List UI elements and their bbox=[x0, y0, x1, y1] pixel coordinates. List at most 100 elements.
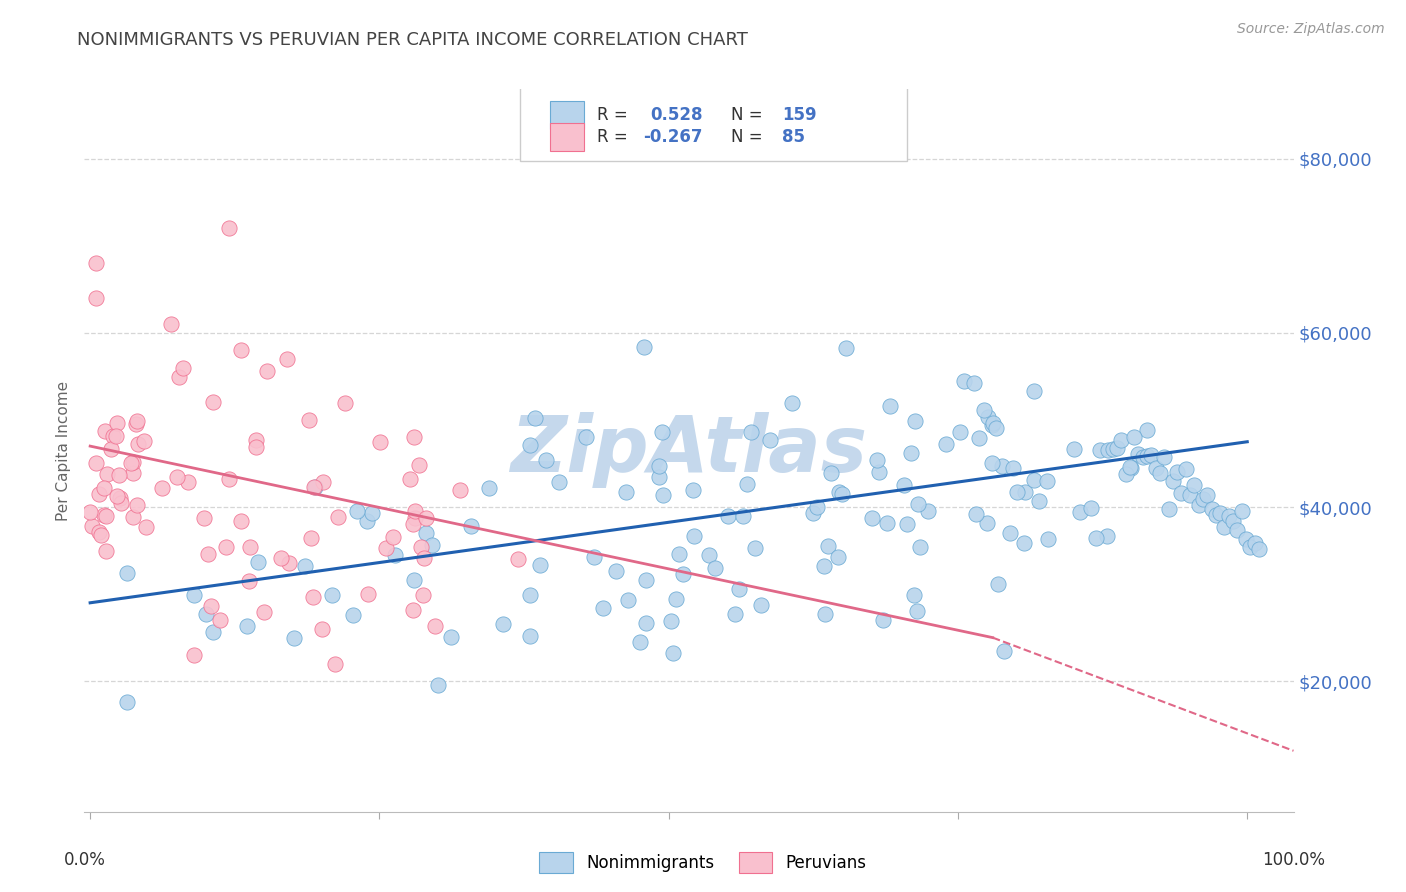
Point bbox=[84, 291, 107, 305]
Point bbox=[1153, 450, 1175, 464]
Point bbox=[423, 618, 446, 632]
Point bbox=[665, 592, 688, 607]
Point bbox=[125, 415, 148, 429]
Point bbox=[1090, 442, 1112, 457]
Point bbox=[1178, 488, 1201, 502]
Point bbox=[420, 537, 443, 551]
Text: -0.267: -0.267 bbox=[643, 128, 703, 146]
Point bbox=[908, 540, 931, 554]
Point bbox=[87, 525, 110, 540]
Point bbox=[1001, 460, 1024, 475]
Point bbox=[304, 479, 326, 493]
Point bbox=[110, 496, 132, 510]
Point bbox=[1101, 442, 1123, 456]
Point bbox=[740, 425, 762, 440]
Point bbox=[907, 497, 929, 511]
Point bbox=[605, 564, 627, 578]
Point bbox=[1161, 474, 1184, 488]
Point bbox=[246, 555, 269, 569]
Point bbox=[80, 519, 103, 533]
Point bbox=[651, 425, 673, 439]
Point bbox=[125, 417, 148, 432]
Point bbox=[120, 456, 142, 470]
Point bbox=[876, 516, 898, 530]
Point bbox=[827, 549, 849, 564]
Point bbox=[94, 508, 117, 523]
Point bbox=[236, 619, 259, 633]
Point bbox=[813, 558, 835, 573]
Point bbox=[981, 416, 1004, 430]
Point bbox=[529, 558, 551, 573]
Point bbox=[374, 541, 396, 555]
Point bbox=[384, 548, 406, 562]
Point bbox=[253, 605, 276, 619]
Point bbox=[903, 588, 925, 602]
Point bbox=[1174, 462, 1197, 476]
Point bbox=[245, 434, 267, 448]
Point bbox=[413, 551, 436, 566]
Point bbox=[682, 483, 704, 497]
Point bbox=[294, 558, 316, 573]
Point bbox=[215, 541, 238, 555]
Point bbox=[648, 459, 671, 474]
Point bbox=[697, 549, 720, 563]
Point bbox=[744, 541, 766, 555]
Point bbox=[893, 478, 915, 492]
Point bbox=[94, 544, 117, 558]
Point bbox=[342, 608, 364, 623]
Point bbox=[86, 456, 108, 470]
Point bbox=[980, 417, 1002, 432]
Point bbox=[150, 481, 173, 495]
Point bbox=[1014, 485, 1036, 500]
Point bbox=[1097, 442, 1119, 457]
Point bbox=[323, 657, 346, 672]
Point bbox=[402, 603, 425, 617]
Point bbox=[404, 511, 426, 525]
Point bbox=[132, 434, 155, 448]
Point bbox=[1132, 450, 1154, 464]
Point bbox=[976, 516, 998, 530]
Point bbox=[356, 514, 378, 528]
Text: ZipAtlas: ZipAtlas bbox=[510, 412, 868, 489]
Point bbox=[575, 429, 598, 443]
Point bbox=[1119, 460, 1142, 475]
Point bbox=[103, 428, 125, 442]
Point bbox=[801, 507, 824, 521]
Text: 159: 159 bbox=[782, 106, 817, 124]
Point bbox=[166, 470, 188, 484]
Point bbox=[1170, 486, 1192, 500]
Point bbox=[1192, 491, 1215, 506]
Point bbox=[835, 341, 858, 355]
Point bbox=[127, 436, 149, 450]
Point bbox=[1166, 465, 1188, 479]
Point bbox=[866, 453, 889, 467]
Point bbox=[357, 587, 380, 601]
Point bbox=[1136, 449, 1159, 463]
Point bbox=[949, 425, 972, 439]
Point bbox=[1157, 502, 1180, 516]
Point bbox=[89, 487, 111, 501]
Point bbox=[1222, 514, 1244, 528]
Point bbox=[652, 488, 675, 502]
Point bbox=[965, 507, 987, 521]
Point bbox=[967, 431, 990, 445]
Point bbox=[1097, 529, 1119, 543]
Point bbox=[524, 411, 547, 425]
Point bbox=[519, 438, 541, 452]
Point bbox=[193, 511, 215, 525]
Point bbox=[1140, 448, 1163, 462]
Point bbox=[382, 530, 405, 544]
Point bbox=[346, 504, 368, 518]
Point bbox=[415, 511, 437, 525]
Point bbox=[415, 525, 437, 540]
Point bbox=[229, 343, 252, 358]
Point bbox=[1144, 460, 1167, 475]
Point bbox=[1022, 384, 1045, 398]
Point bbox=[218, 221, 240, 235]
Point bbox=[582, 550, 605, 565]
Point bbox=[1213, 520, 1236, 534]
Point bbox=[1239, 540, 1261, 554]
Point bbox=[172, 360, 194, 375]
Point bbox=[183, 588, 205, 602]
Point bbox=[1182, 478, 1205, 492]
